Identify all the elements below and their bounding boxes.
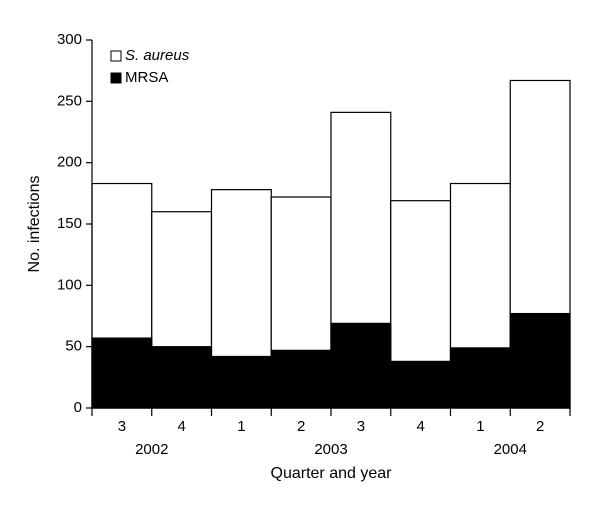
x-tick-label: 4 (177, 418, 185, 435)
y-tick-label: 0 (74, 399, 82, 416)
y-axis-title: No. infections (26, 176, 43, 273)
bar (270, 349, 332, 409)
group-label: 2002 (135, 441, 168, 458)
bar (509, 312, 571, 409)
x-tick-label: 2 (297, 418, 305, 435)
group-label: 2004 (494, 441, 527, 458)
y-tick-label: 250 (57, 92, 82, 109)
x-tick-label: 1 (237, 418, 245, 435)
x-tick-label: 3 (357, 418, 365, 435)
legend-label: MRSA (125, 69, 168, 86)
legend-swatch (110, 50, 122, 62)
legend-swatch (110, 72, 122, 84)
bar (91, 337, 153, 409)
x-axis-title: Quarter and year (271, 465, 393, 482)
bar (210, 355, 272, 409)
y-tick-label: 200 (57, 154, 82, 171)
x-tick-label: 4 (416, 418, 424, 435)
bar (449, 347, 511, 409)
bar (330, 322, 392, 409)
bar (390, 360, 452, 409)
legend-label: S. aureus (125, 47, 190, 64)
y-tick-label: 150 (57, 215, 82, 232)
group-label: 2003 (314, 441, 347, 458)
x-tick-label: 1 (476, 418, 484, 435)
x-tick-label: 3 (118, 418, 126, 435)
y-tick-label: 100 (57, 276, 82, 293)
y-tick-label: 50 (65, 338, 82, 355)
bar (151, 346, 213, 409)
x-tick-label: 2 (536, 418, 544, 435)
y-tick-label: 300 (57, 31, 82, 48)
